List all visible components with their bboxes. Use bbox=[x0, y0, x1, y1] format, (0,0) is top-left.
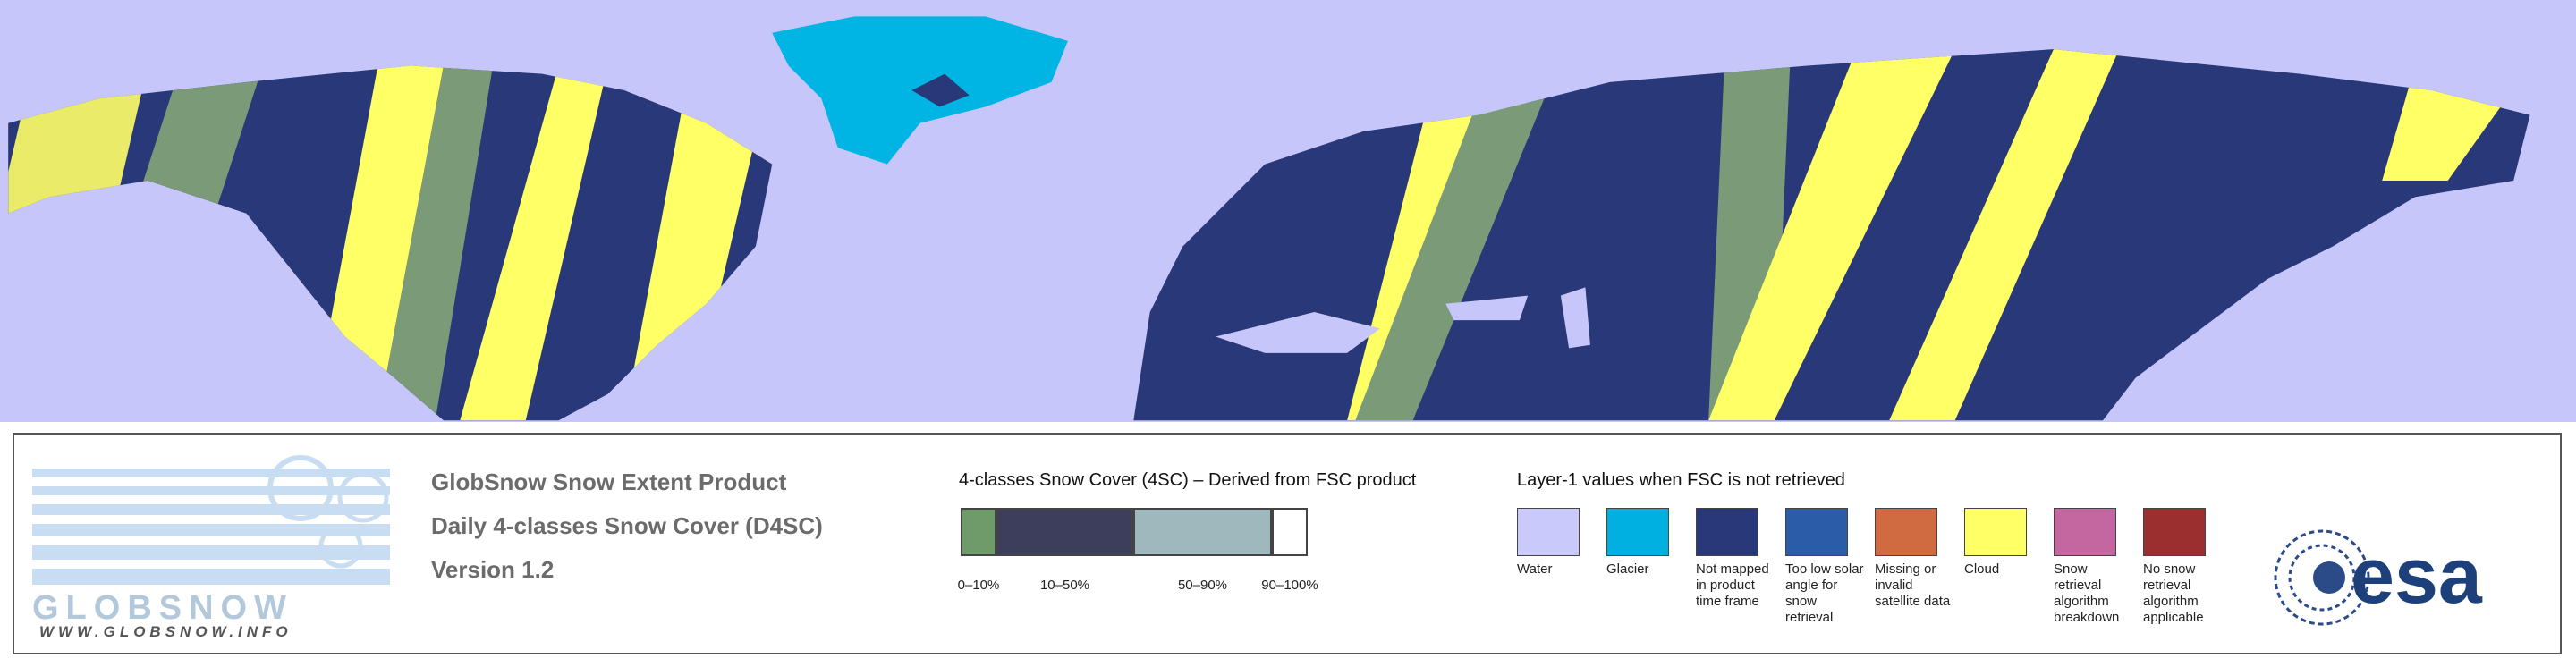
esa-logo: esa bbox=[2274, 529, 2483, 626]
layer1-label: Water bbox=[1517, 561, 1553, 577]
legend-panel: GLOBSNOW WWW.GLOBSNOW.INFO 4-classes Sno… bbox=[13, 433, 2562, 654]
layer1-label: Glacier bbox=[1606, 561, 1649, 577]
product-line: Version 1.2 bbox=[431, 556, 555, 583]
layer1-label: Snow retrieval algorithm breakdown bbox=[2054, 561, 2120, 625]
layer1-swatch bbox=[1606, 508, 1669, 556]
layer1-swatch bbox=[2143, 508, 2206, 556]
class-swatch bbox=[1133, 508, 1272, 556]
class-label: 10–50% bbox=[1039, 578, 1090, 593]
layer1-label: Not mapped in product time frame bbox=[1696, 561, 1769, 609]
layer1-swatch bbox=[1875, 508, 1937, 556]
layer1-swatch bbox=[1785, 508, 1848, 556]
globsnow-logo: GLOBSNOW WWW.GLOBSNOW.INFO bbox=[32, 455, 390, 640]
layer1-title: Layer-1 values when FSC is not retrieved bbox=[1517, 470, 1845, 490]
layer1-label: Too low solar angle for snow retrieval bbox=[1785, 561, 1864, 625]
layer1-label: No snow retrieval algorithm applicable bbox=[2143, 561, 2204, 625]
class-swatch bbox=[961, 508, 996, 556]
class-label: 50–90% bbox=[1177, 578, 1228, 593]
layer1-label: Cloud bbox=[1964, 561, 2000, 577]
class-label: 90–100% bbox=[1261, 578, 1318, 593]
class-label: 0–10% bbox=[957, 578, 1000, 593]
layer1-swatch bbox=[1964, 508, 2027, 556]
logo-url: WWW.GLOBSNOW.INFO bbox=[39, 623, 292, 640]
layer1-swatch bbox=[1517, 508, 1580, 556]
snow-map bbox=[0, 0, 2576, 422]
product-line: GlobSnow Snow Extent Product bbox=[431, 469, 787, 495]
layer1-swatch bbox=[1696, 508, 1758, 556]
class-swatch bbox=[996, 508, 1133, 556]
snow-cover-title: 4-classes Snow Cover (4SC) – Derived fro… bbox=[959, 470, 1417, 490]
product-line: Daily 4-classes Snow Cover (D4SC) bbox=[431, 512, 823, 539]
layer1-swatch bbox=[2054, 508, 2116, 556]
esa-text: esa bbox=[2351, 531, 2483, 620]
layer1-label: Missing or invalid satellite data bbox=[1875, 561, 1951, 609]
logo-name: GLOBSNOW bbox=[32, 589, 293, 627]
class-swatch bbox=[1272, 508, 1308, 556]
